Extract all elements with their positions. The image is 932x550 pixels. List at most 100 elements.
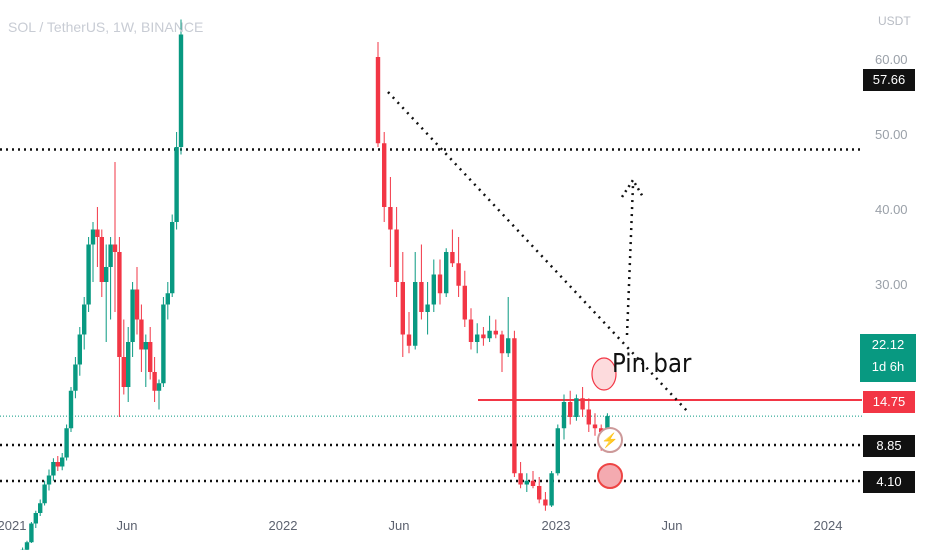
rally-candle-39 <box>174 147 179 222</box>
y-tick-60: 60.00 <box>875 52 908 67</box>
decline-candle-4 <box>400 282 405 335</box>
rally-candle-31 <box>139 319 144 350</box>
decline-candle-26 <box>537 486 542 500</box>
decline-candle-0 <box>375 57 381 144</box>
x-tick-jun-2022: Jun <box>388 518 410 533</box>
rally-candle-40 <box>178 34 184 147</box>
decline-candle-5 <box>406 334 412 346</box>
candle-countdown: 1d 6h <box>871 359 905 374</box>
decline-candle-9 <box>431 274 436 305</box>
pin-bar-label: Pin bar <box>612 349 692 379</box>
symbol-title: SOL / TetherUS, 1W, BINANCE <box>8 19 204 35</box>
decline-candle-22 <box>512 338 517 474</box>
decline-candle-34 <box>586 409 591 425</box>
decline-candle-14 <box>462 285 467 320</box>
rally-candle-19 <box>86 244 91 305</box>
rally-candle-8 <box>38 503 43 513</box>
rally-candle-7 <box>33 513 38 524</box>
rally-candle-20 <box>90 229 96 245</box>
decline-candle-31 <box>568 402 573 417</box>
rally-candle-25 <box>112 244 118 252</box>
decline-candle-10 <box>437 274 443 294</box>
decline-candle-6 <box>413 282 418 346</box>
decline-candle-21 <box>506 338 511 354</box>
x-tick-jun-2021: Jun <box>116 518 138 533</box>
rally-candle-37 <box>165 293 170 305</box>
y-tick-50: 50.00 <box>875 127 908 142</box>
rally-candle-22 <box>99 237 104 282</box>
rally-candle-16 <box>73 364 78 391</box>
rally-candle-12 <box>55 462 60 467</box>
decline-candle-32 <box>574 398 579 417</box>
decline-candle-13 <box>456 263 461 286</box>
rally-candle-23 <box>104 267 109 282</box>
level-label-4-10[interactable]: 4.10 <box>863 471 915 493</box>
decline-candle-8 <box>425 304 430 312</box>
decline-candle-33 <box>580 398 585 410</box>
rally-candle-15 <box>68 390 74 429</box>
flash-event-icon[interactable]: ⚡ <box>597 427 623 453</box>
rally-candle-13 <box>60 457 65 467</box>
level-label-8-85[interactable]: 8.85 <box>863 435 915 457</box>
decline-candle-11 <box>444 252 449 294</box>
x-tick-2021: 2021 <box>0 518 27 533</box>
us-flag-event-icon[interactable] <box>597 463 623 489</box>
projection-arrowhead <box>620 177 645 198</box>
decline-candle-3 <box>394 229 399 282</box>
rally-candle-38 <box>170 222 175 294</box>
y-tick-40: 40.00 <box>875 202 908 217</box>
projection-arrow-line <box>625 184 635 336</box>
rally-candle-5 <box>24 542 30 550</box>
decline-candle-17 <box>481 334 486 339</box>
rally-candle-29 <box>130 289 135 342</box>
rally-candle-36 <box>161 304 166 384</box>
rally-candle-9 <box>42 484 47 504</box>
decline-candle-1 <box>382 143 387 207</box>
decline-candle-25 <box>530 480 536 486</box>
decline-candle-18 <box>487 330 492 339</box>
rally-candle-27 <box>121 357 126 387</box>
rally-candle-6 <box>29 523 34 543</box>
decline-candle-37 <box>605 416 610 432</box>
decline-candle-2 <box>388 207 393 230</box>
decline-candle-19 <box>493 330 498 335</box>
decline-candle-16 <box>475 334 480 342</box>
level-label-14-75[interactable]: 14.75 <box>863 391 915 413</box>
decline-candle-23 <box>518 473 523 485</box>
rally-candle-30 <box>134 289 140 320</box>
rally-candle-24 <box>108 244 113 267</box>
rally-candle-18 <box>82 304 87 335</box>
rally-candle-33 <box>148 342 153 372</box>
descending-trendline <box>387 91 689 413</box>
x-tick-jun-2023: Jun <box>661 518 683 533</box>
currency-label: USDT <box>878 14 911 28</box>
x-tick-2023: 2023 <box>541 518 571 533</box>
decline-candle-28 <box>549 473 554 506</box>
level-label-57-66[interactable]: 57.66 <box>863 69 915 91</box>
decline-candle-12 <box>450 252 455 264</box>
rally-candle-14 <box>64 428 69 458</box>
rally-candle-34 <box>152 372 157 391</box>
rally-candle-11 <box>51 462 56 476</box>
decline-candle-7 <box>419 282 424 312</box>
current-price-badge[interactable]: 22.12 1d 6h <box>860 334 916 382</box>
rally-candle-17 <box>77 334 82 365</box>
decline-candle-35 <box>592 424 598 429</box>
current-price: 22.12 <box>871 337 905 352</box>
decline-candle-20 <box>499 334 505 354</box>
rally-candle-26 <box>117 252 122 357</box>
x-tick-2022: 2022 <box>268 518 298 533</box>
rally-candle-28 <box>126 342 131 387</box>
decline-candle-30 <box>561 402 567 429</box>
rally-candle-21 <box>95 229 100 237</box>
decline-candle-15 <box>468 319 474 342</box>
decline-candle-27 <box>543 499 548 506</box>
rally-candle-10 <box>46 475 52 485</box>
decline-candle-24 <box>524 480 529 485</box>
rally-candle-32 <box>143 342 148 350</box>
pin-bar-highlight <box>591 357 617 391</box>
y-tick-30: 30.00 <box>875 277 908 292</box>
decline-candle-29 <box>555 428 560 474</box>
x-tick-2024: 2024 <box>813 518 843 533</box>
